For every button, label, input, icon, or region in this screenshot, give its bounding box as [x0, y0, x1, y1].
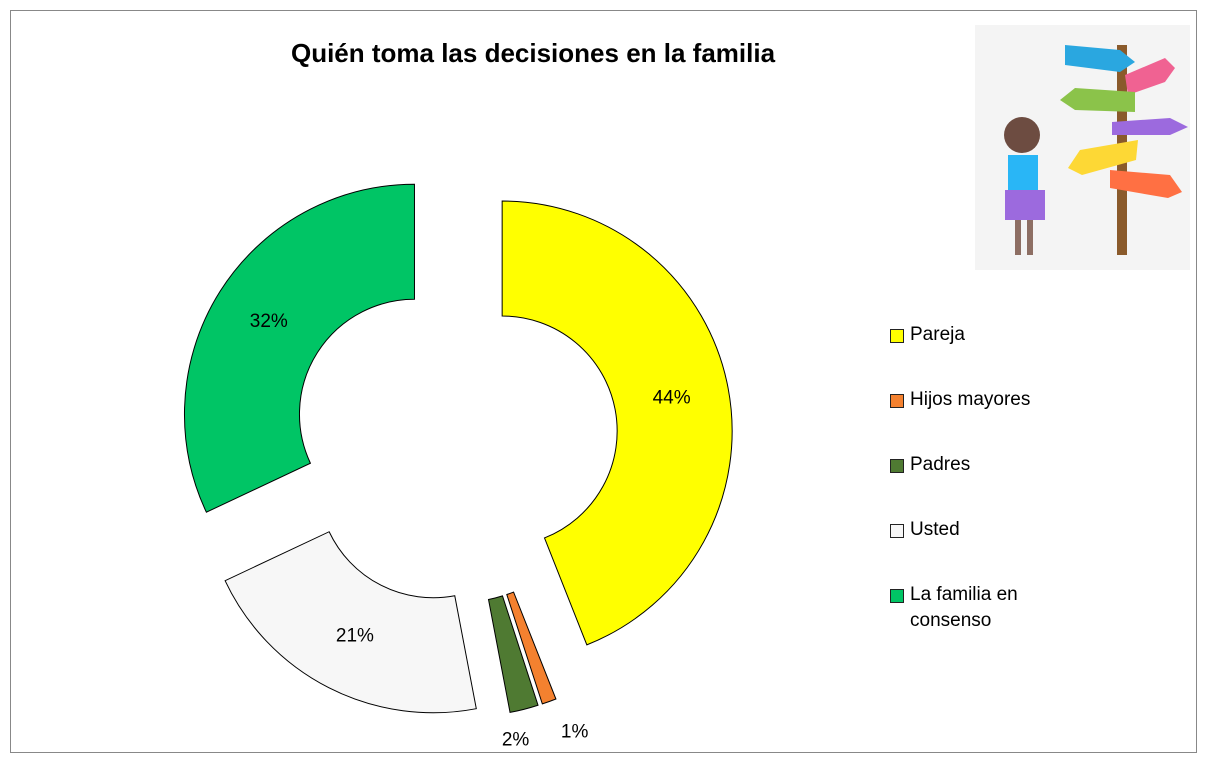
donut-slice [506, 591, 557, 705]
legend-item: Padres [890, 452, 1070, 517]
donut-slice [183, 183, 415, 513]
legend-label: La familia en consenso [910, 584, 1018, 631]
legend: Pareja Hijos mayores Padres Usted La familia… [890, 322, 1070, 647]
legend-item: Hijos mayores [890, 387, 1070, 452]
legend-label: Hijos mayores [910, 389, 1031, 410]
data-label: 21% [336, 625, 374, 646]
data-label: 1% [561, 721, 589, 742]
chart-title: Quién toma las decisiones en la familia [291, 38, 776, 68]
legend-label: Usted [910, 519, 960, 540]
legend-label: Pareja [910, 324, 965, 345]
donut-slice [501, 200, 733, 646]
data-label: 32% [250, 311, 288, 332]
legend-swatch [890, 524, 904, 538]
illustration [975, 25, 1190, 270]
legend-swatch [890, 329, 904, 343]
legend-item: La familia en consenso [890, 582, 1070, 647]
donut-slice [224, 531, 477, 714]
data-label: 44% [653, 388, 691, 409]
legend-item: Usted [890, 517, 1070, 582]
legend-item: Pareja [890, 322, 1070, 387]
legend-label: Padres [910, 454, 971, 475]
legend-swatch [890, 459, 904, 473]
legend-swatch [890, 589, 904, 603]
data-label: 2% [502, 730, 530, 751]
legend-swatch [890, 394, 904, 408]
donut-slice [487, 595, 539, 714]
